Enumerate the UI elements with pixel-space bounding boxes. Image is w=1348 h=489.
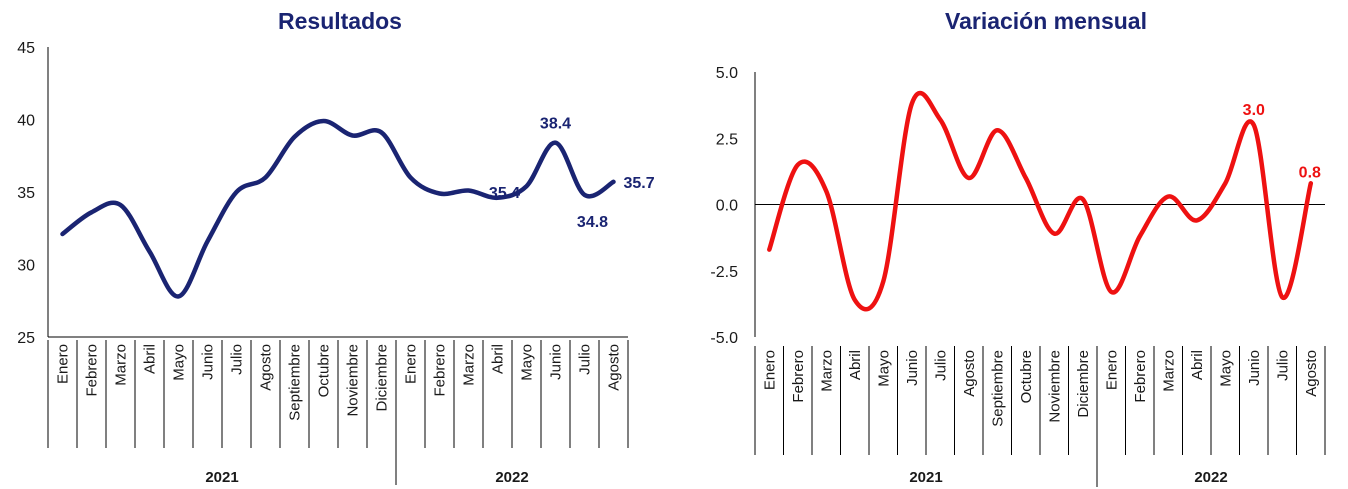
data-point <box>1166 195 1170 199</box>
x-tick-label: Febrero <box>1132 350 1149 403</box>
y-tick-label: 0.0 <box>716 198 738 215</box>
data-point <box>1309 181 1313 185</box>
x-tick-label: Diciembre <box>1075 350 1092 418</box>
data-point <box>1024 176 1028 180</box>
year-label: 2022 <box>1194 469 1227 486</box>
chart-title: Resultados <box>278 8 402 34</box>
series-line <box>767 90 1314 312</box>
x-tick-label: Septiembre <box>287 344 304 421</box>
x-tick-label: Febrero <box>84 344 101 397</box>
x-tick-label: Julio <box>1274 350 1291 381</box>
x-tick-label: Enero <box>761 350 778 390</box>
x-tick-label: Marzo <box>1160 350 1177 392</box>
x-tick-label: Noviembre <box>345 344 362 417</box>
x-tick-label: Mayo <box>519 344 536 381</box>
x-tick-label: Abril <box>490 344 507 374</box>
y-tick-label: 5.0 <box>716 65 738 82</box>
x-tick-label: Octubre <box>1018 350 1035 403</box>
x-tick-label: Abril <box>142 344 159 374</box>
x-tick-label: Junio <box>904 350 921 386</box>
x-tick-label: Julio <box>932 350 949 381</box>
data-point <box>1195 218 1199 222</box>
data-point <box>938 118 942 122</box>
year-label: 2022 <box>495 469 528 486</box>
y-tick-label: 35 <box>17 185 35 202</box>
y-tick-label: 40 <box>17 113 35 130</box>
x-tick-label: Julio <box>229 344 246 375</box>
data-point <box>1280 295 1284 299</box>
x-tick-label: Junio <box>548 344 565 380</box>
data-label: 0.8 <box>1299 164 1321 181</box>
data-point <box>824 189 828 193</box>
x-tick-label: Agosto <box>606 344 623 391</box>
data-point <box>767 248 771 252</box>
x-tick-label: Abril <box>1189 350 1206 380</box>
year-label: 2021 <box>909 469 942 486</box>
x-tick-label: Agosto <box>961 350 978 397</box>
x-tick-label: Agosto <box>258 344 275 391</box>
x-tick-label: Marzo <box>113 344 130 386</box>
data-point <box>796 163 800 167</box>
x-tick-label: Enero <box>1103 350 1120 390</box>
data-point <box>1138 234 1142 238</box>
x-tick-label: Enero <box>403 344 420 384</box>
y-tick-label: -5.0 <box>710 330 738 347</box>
data-label: 38.4 <box>540 116 571 133</box>
y-tick-label: 2.5 <box>716 131 738 148</box>
x-tick-label: Abril <box>847 350 864 380</box>
chart-title: Variación mensual <box>945 8 1147 34</box>
y-tick-label: 30 <box>17 258 35 275</box>
data-point <box>881 279 885 283</box>
series-line <box>60 118 616 299</box>
data-point <box>853 298 857 302</box>
y-tick-label: 25 <box>17 330 35 347</box>
x-tick-label: Junio <box>200 344 217 380</box>
x-tick-label: Enero <box>55 344 72 384</box>
x-tick-label: Noviembre <box>1046 350 1063 423</box>
data-point <box>910 102 914 106</box>
x-tick-label: Febrero <box>790 350 807 403</box>
x-tick-label: Febrero <box>432 344 449 397</box>
x-tick-label: Agosto <box>1303 350 1320 397</box>
x-tick-label: Mayo <box>1217 350 1234 387</box>
x-tick-label: Junio <box>1246 350 1263 386</box>
data-label: 3.0 <box>1243 102 1265 119</box>
x-tick-label: Diciembre <box>374 344 391 412</box>
y-tick-label: -2.5 <box>710 264 738 281</box>
data-label: 35.4 <box>489 185 520 202</box>
data-point <box>1223 181 1227 185</box>
x-tick-label: Mayo <box>875 350 892 387</box>
x-tick-label: Octubre <box>316 344 333 397</box>
year-label: 2021 <box>205 469 238 486</box>
x-tick-label: Mayo <box>171 344 188 381</box>
data-point <box>1109 290 1113 294</box>
x-tick-label: Marzo <box>818 350 835 392</box>
y-tick-label: 45 <box>17 40 35 57</box>
data-point <box>995 128 999 132</box>
data-point <box>1052 232 1056 236</box>
data-point <box>1252 123 1256 127</box>
data-point <box>1081 197 1085 201</box>
data-label: 34.8 <box>577 214 608 231</box>
data-label: 35.7 <box>624 175 655 192</box>
x-tick-label: Julio <box>577 344 594 375</box>
x-tick-label: Marzo <box>461 344 478 386</box>
data-point <box>967 176 971 180</box>
x-tick-label: Septiembre <box>989 350 1006 427</box>
